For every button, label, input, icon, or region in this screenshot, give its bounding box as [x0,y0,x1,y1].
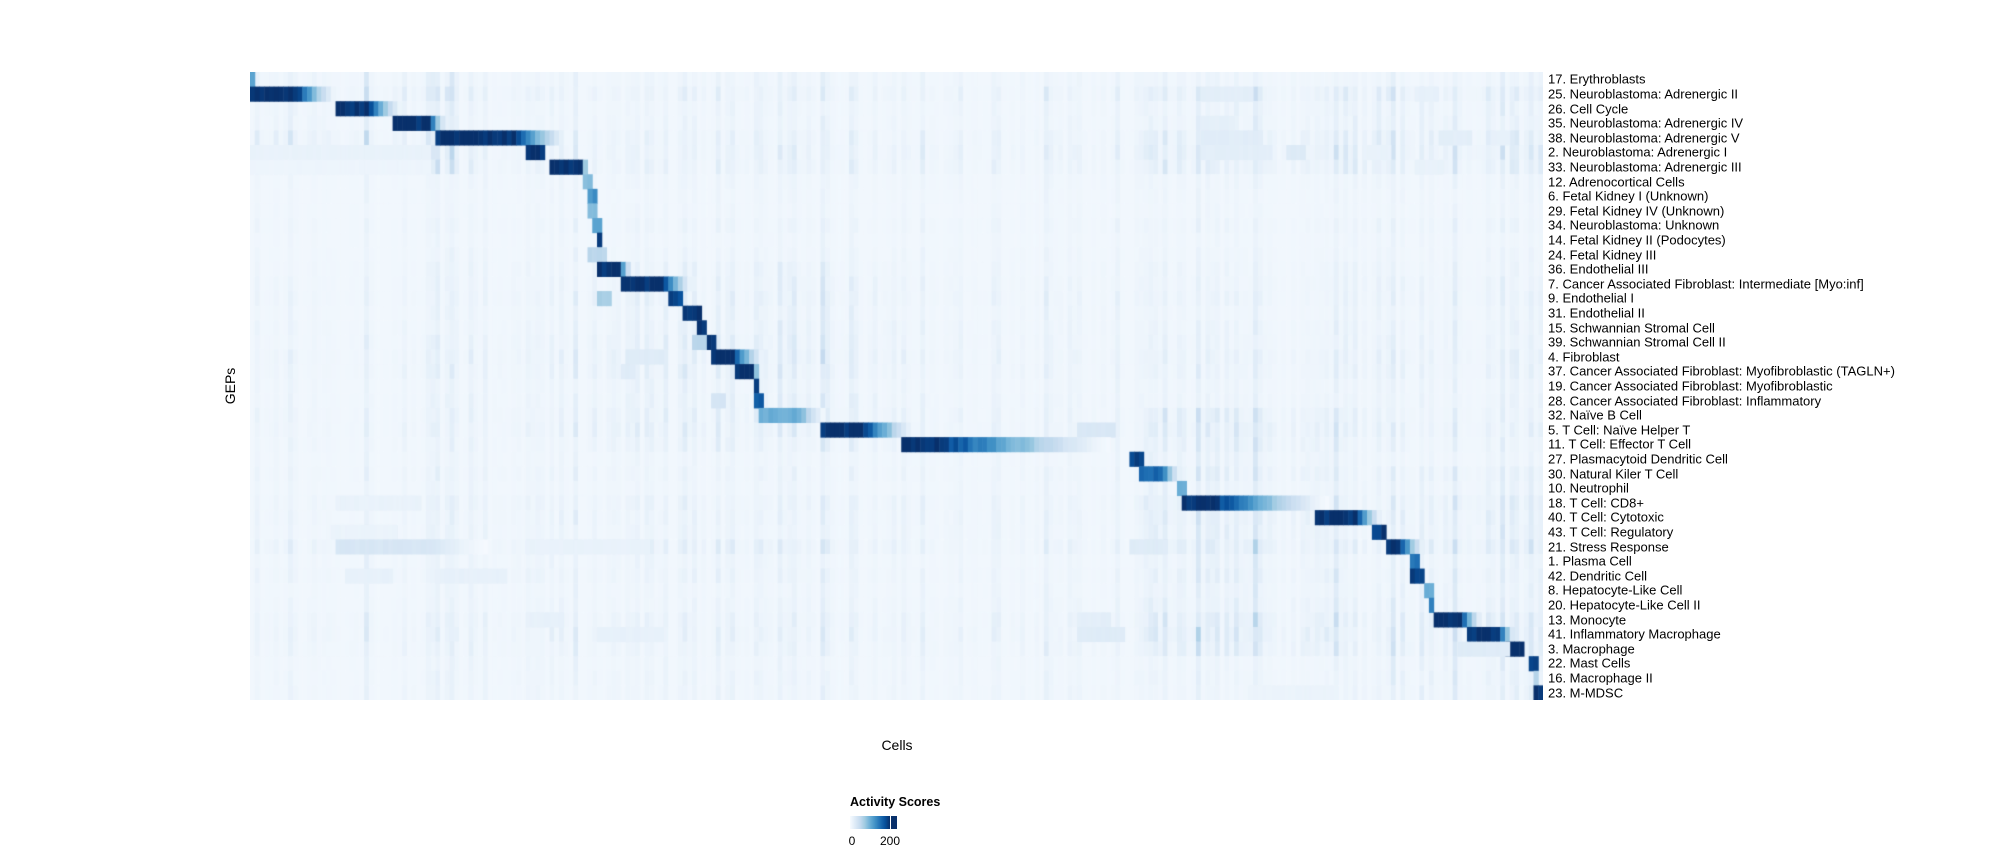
row-label: 15. Schwannian Stromal Cell [1548,320,1715,336]
row-label: 1. Plasma Cell [1548,553,1632,569]
row-label: 28. Cancer Associated Fibroblast: Inflam… [1548,393,1822,409]
row-label: 17. Erythroblasts [1548,71,1646,87]
row-label: 33. Neuroblastoma: Adrenergic III [1548,159,1742,175]
row-label: 5. T Cell: Naïve Helper T [1548,422,1691,438]
row-label: 23. M-MDSC [1548,685,1624,701]
row-label: 43. T Cell: Regulatory [1548,524,1674,540]
row-label: 38. Neuroblastoma: Adrenergic V [1548,130,1740,146]
row-label: 20. Hepatocyte-Like Cell II [1548,597,1701,613]
row-label: 40. T Cell: Cytotoxic [1548,509,1664,525]
row-label: 9. Endothelial I [1548,290,1635,306]
row-label: 36. Endothelial III [1548,261,1649,277]
row-label: 27. Plasmacytoid Dendritic Cell [1548,451,1728,467]
row-label: 18. T Cell: CD8+ [1548,495,1644,511]
legend: Activity Scores 0 200 [848,795,1050,848]
row-label: 16. Macrophage II [1548,670,1653,686]
row-label: 29. Fetal Kidney IV (Unknown) [1548,203,1725,219]
row-label: 42. Dendritic Cell [1548,568,1647,584]
row-label: 30. Natural Kiler T Cell [1548,466,1679,482]
row-label: 41. Inflammatory Macrophage [1548,626,1721,642]
legend-tick-200 [889,816,892,829]
row-label: 21. Stress Response [1548,539,1669,555]
row-label: 10. Neutrophil [1548,480,1629,496]
row-label: 24. Fetal Kidney III [1548,247,1657,263]
row-label: 8. Hepatocyte-Like Cell [1548,582,1683,598]
row-label: 39. Schwannian Stromal Cell II [1548,334,1726,350]
row-label: 11. T Cell: Effector T Cell [1548,436,1692,452]
row-label: 13. Monocyte [1548,612,1627,628]
row-label: 6. Fetal Kidney I (Unknown) [1548,188,1709,204]
row-label: 12. Adrenocortical Cells [1548,174,1685,190]
legend-tick-label-0: 0 [848,834,856,848]
row-label: 19. Cancer Associated Fibroblast: Myofib… [1548,378,1833,394]
row-label: 25. Neuroblastoma: Adrenergic II [1548,86,1739,102]
heatmap-plot [250,72,1543,700]
row-label: 22. Mast Cells [1548,655,1631,671]
legend-gradient-bar [850,816,897,829]
row-label: 31. Endothelial II [1548,305,1645,321]
row-label: 32. Naïve B Cell [1548,407,1642,423]
legend-tick-label-200: 200 [879,834,901,848]
row-label: 37. Cancer Associated Fibroblast: Myofib… [1548,363,1895,379]
row-label: 26. Cell Cycle [1548,101,1629,116]
row-label: 14. Fetal Kidney II (Podocytes) [1548,232,1726,248]
legend-tick-labels: 0 200 [848,834,1050,848]
row-label: 4. Fibroblast [1548,349,1620,365]
row-label: 7. Cancer Associated Fibroblast: Interme… [1548,276,1864,292]
row-label: 3. Macrophage [1548,641,1635,657]
x-axis-label: Cells [881,737,913,753]
row-label: 34. Neuroblastoma: Unknown [1548,217,1720,233]
row-label: 35. Neuroblastoma: Adrenergic IV [1548,115,1744,131]
legend-title: Activity Scores [850,795,941,809]
y-axis-label: GEPs [222,367,238,405]
row-label: 2. Neuroblastoma: Adrenergic I [1548,144,1728,160]
